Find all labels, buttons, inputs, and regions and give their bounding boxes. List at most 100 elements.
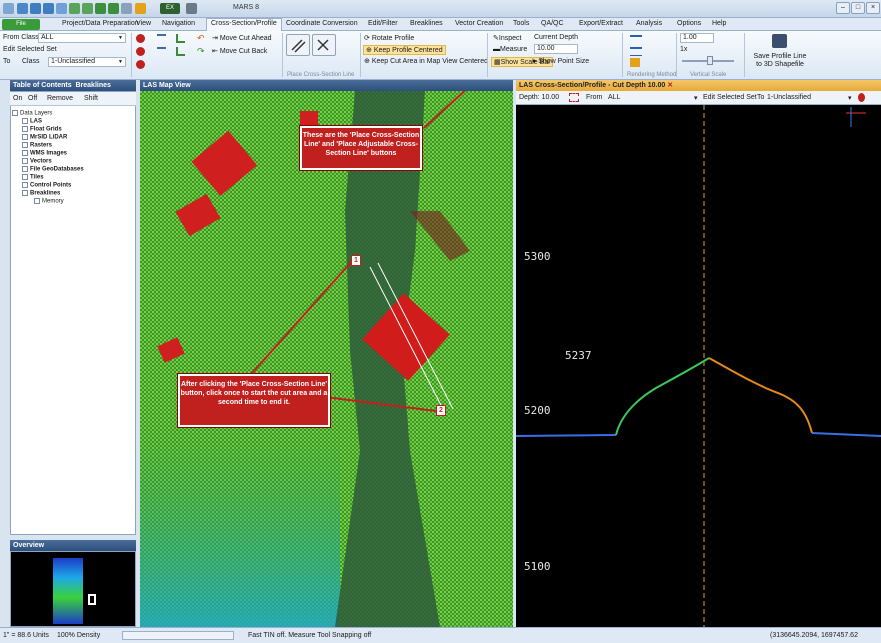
zoom-extent-icon[interactable] <box>69 3 80 14</box>
save-profile-button[interactable]: Save Profile Line to 3D Shapefile <box>753 53 807 68</box>
app-icon[interactable] <box>3 3 14 14</box>
toc-remove-button[interactable]: Remove <box>47 95 74 102</box>
menu-cross-section[interactable]: Cross-Section/Profile <box>206 18 282 31</box>
dropper-icon[interactable] <box>136 34 145 43</box>
render-line-icon[interactable] <box>630 35 642 44</box>
rotate-right-icon[interactable]: ↷ <box>197 46 205 56</box>
menu-tools[interactable]: Tools <box>513 20 530 27</box>
las-map-view[interactable]: These are the 'Place Cross-Section Line'… <box>140 91 513 627</box>
status-scale: 1" = 88.6 Units <box>3 632 49 639</box>
save-disk-icon[interactable] <box>772 34 787 48</box>
pan-icon[interactable] <box>17 3 28 14</box>
from-class-select[interactable]: ALL ▼ <box>38 33 126 43</box>
keep-cut-area-button[interactable]: ⊕ Keep Cut Area in Map View Centered <box>364 58 489 65</box>
menu-options[interactable]: Options <box>677 20 702 27</box>
overview-viewport[interactable] <box>88 594 96 605</box>
measure-button[interactable]: ▬Measure <box>493 46 528 53</box>
ruler-icon[interactable] <box>135 3 146 14</box>
profile-to-value[interactable]: 1-Unclassified <box>767 94 811 101</box>
pencil-line-icon <box>291 39 306 53</box>
tick-5300: 5300 <box>524 250 551 263</box>
fit-icon[interactable] <box>95 3 106 14</box>
dropper-icon[interactable] <box>858 93 865 102</box>
toc-shift-button[interactable]: Shift <box>84 95 99 102</box>
rotate-left-icon[interactable]: ↶ <box>197 33 205 43</box>
grid-icon[interactable] <box>186 3 197 14</box>
menu-edit-filter[interactable]: Edit/Filter <box>368 20 398 27</box>
move-cut-ahead[interactable]: ⇥ Move Cut Ahead <box>212 35 272 42</box>
vertical-scale-thumb[interactable] <box>707 56 713 65</box>
close-button[interactable]: × <box>866 2 880 14</box>
overview-panel[interactable] <box>10 551 136 627</box>
maximize-button[interactable]: □ <box>851 2 865 14</box>
vertical-scale-input[interactable]: 1.00 <box>680 33 714 43</box>
line2-icon[interactable] <box>157 47 166 56</box>
depth-label: Depth: 10.00 <box>519 94 560 101</box>
menu-qaqc[interactable]: QA/QC <box>541 20 564 27</box>
profile-from-value[interactable]: ALL <box>608 94 621 101</box>
tree-float-grids[interactable]: Float Grids <box>22 126 62 133</box>
file-menu-button[interactable]: File <box>2 19 40 30</box>
tree-vectors[interactable]: Vectors <box>22 158 52 165</box>
show-scale-bar-button[interactable]: ▦Show Scale Bar <box>491 57 554 67</box>
back-icon[interactable] <box>30 3 41 14</box>
dropper2-icon[interactable] <box>136 47 145 56</box>
menu-help[interactable]: Help <box>712 20 727 27</box>
ex-icon[interactable]: EX <box>160 3 180 14</box>
tree-breaklines[interactable]: Breaklines <box>22 190 60 197</box>
select-icon[interactable] <box>569 93 579 102</box>
profile-edit-selected-set[interactable]: Edit Selected Set <box>703 94 757 101</box>
edit-selected-set[interactable]: Edit Selected Set <box>3 46 57 53</box>
tree-wms[interactable]: WMS Images <box>22 150 67 157</box>
menu-coordinate[interactable]: Coordinate Conversion <box>286 20 358 27</box>
menu-navigation[interactable]: Navigation <box>162 20 196 27</box>
chevron-down-icon[interactable]: ▾ <box>694 95 698 102</box>
inspect-button[interactable]: ✎Inspect <box>493 35 522 42</box>
profile-view[interactable]: 5300 5237 5200 5100 <box>516 105 881 627</box>
chevron-down-icon[interactable]: ▾ <box>848 95 852 102</box>
profile-tab[interactable]: LAS Cross-Section/Profile - Cut Depth 10… <box>516 80 881 91</box>
rotate-profile-button[interactable]: ⟳ Rotate Profile <box>364 35 415 42</box>
tree-mrsid[interactable]: MrSID LiDAR <box>22 134 67 141</box>
menu-vector[interactable]: Vector Creation <box>455 20 504 27</box>
tree-memory[interactable]: Memory <box>34 198 64 205</box>
tree-tiles[interactable]: Tiles <box>22 174 44 181</box>
menu-export[interactable]: Export/Extract <box>579 20 623 27</box>
place-adjustable-cross-section-line-button[interactable] <box>312 34 336 56</box>
tab-breaklines[interactable]: Breaklines <box>75 82 111 89</box>
adjustable-line-icon <box>317 39 329 51</box>
to-class-select[interactable]: 1-Unclassified ▼ <box>48 57 126 67</box>
current-depth-input[interactable]: 10.00 <box>534 44 578 54</box>
menu-analysis[interactable]: Analysis <box>636 20 663 27</box>
menu-breaklines[interactable]: Breaklines <box>410 20 443 27</box>
marker-start: 1 <box>351 255 361 266</box>
tree-rasters[interactable]: Rasters <box>22 142 52 149</box>
forward-icon[interactable] <box>43 3 54 14</box>
measure-icon[interactable] <box>121 3 132 14</box>
axis2-icon[interactable] <box>176 47 185 56</box>
toc-title[interactable]: Table of Contents <box>13 82 72 89</box>
tree-las[interactable]: LAS <box>22 118 42 125</box>
render-lines-icon[interactable] <box>630 47 642 56</box>
menu-view[interactable]: View <box>136 20 152 27</box>
tree-geodatabases[interactable]: File GeoDatabases <box>22 166 84 173</box>
dropper3-icon[interactable] <box>136 60 145 69</box>
move-cut-back[interactable]: ⇤ Move Cut Back <box>212 48 268 55</box>
keep-profile-centered-button[interactable]: ⊕ Keep Profile Centered <box>363 45 446 55</box>
place-cross-section-line-button[interactable] <box>286 34 310 56</box>
toc-on-button[interactable]: On <box>13 95 23 102</box>
tree-data-layers[interactable]: Data Layers <box>12 110 52 117</box>
show-point-size-button[interactable]: ● Show Point Size <box>532 58 590 65</box>
line-icon[interactable] <box>157 34 166 43</box>
toc-toolbar: On Off Remove Shift <box>10 92 136 106</box>
menu-project[interactable]: Project/Data Preparation <box>62 20 139 27</box>
fit-all-icon[interactable] <box>108 3 119 14</box>
zoom-layer-icon[interactable] <box>82 3 93 14</box>
render-color-icon[interactable] <box>630 58 640 67</box>
toc-off-button[interactable]: Off <box>28 95 38 102</box>
current-depth-label: Current Depth <box>534 34 578 41</box>
zoom-icon[interactable] <box>56 3 67 14</box>
minimize-button[interactable]: – <box>836 2 850 14</box>
axis-icon[interactable] <box>176 34 185 43</box>
tree-control-points[interactable]: Control Points <box>22 182 71 189</box>
